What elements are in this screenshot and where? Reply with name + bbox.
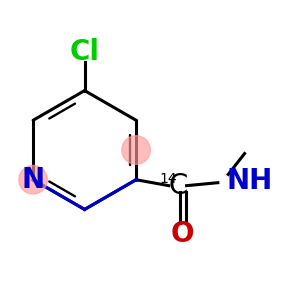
Circle shape: [19, 166, 47, 194]
Text: NH: NH: [227, 167, 273, 195]
Text: Cl: Cl: [70, 38, 100, 66]
Text: O: O: [171, 220, 194, 248]
Text: 14: 14: [159, 172, 177, 186]
Circle shape: [122, 136, 150, 164]
Text: N: N: [22, 166, 45, 194]
Text: C: C: [169, 172, 188, 200]
